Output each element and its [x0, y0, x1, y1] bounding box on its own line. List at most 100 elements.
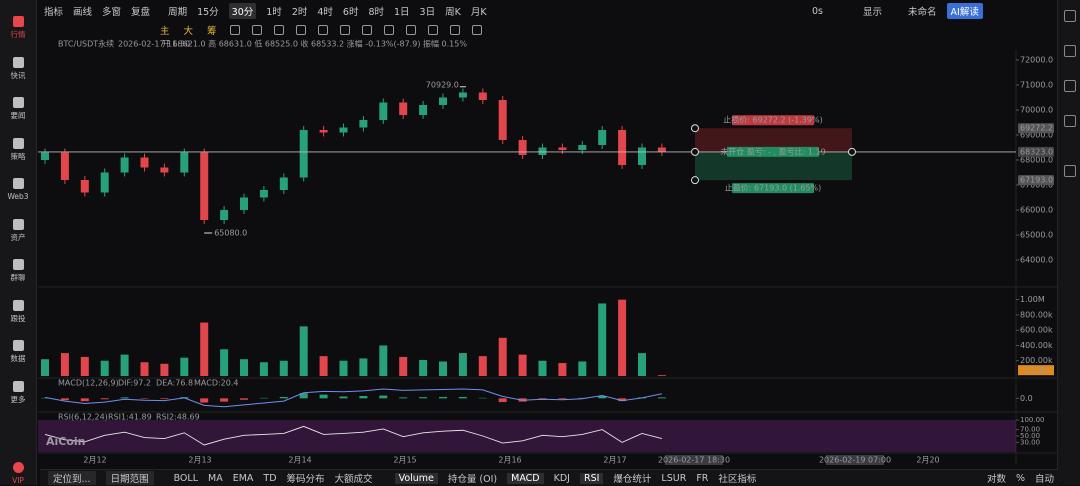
tool-icon[interactable] — [252, 25, 262, 35]
toolbar-button[interactable]: 周期 — [168, 4, 187, 18]
tool-icon[interactable] — [296, 25, 306, 35]
interval-button[interactable]: 6时 — [343, 4, 359, 18]
sidebar-item[interactable]: Web3 — [0, 178, 36, 202]
interval-button[interactable]: 8时 — [368, 4, 384, 18]
macd-hist — [658, 397, 666, 398]
tool-icon[interactable] — [230, 25, 240, 35]
indicator-button[interactable]: 大额成交 — [335, 471, 373, 485]
position-handle — [692, 177, 699, 184]
bottom-option[interactable]: % — [1016, 473, 1025, 484]
volume-bar — [220, 349, 228, 376]
sub-indicator-button[interactable]: 爆仓统计 — [613, 471, 651, 485]
candle — [61, 153, 69, 181]
sidebar-item[interactable]: 群聊 — [0, 259, 36, 283]
bottom-option[interactable]: 对数 — [987, 471, 1006, 485]
position-handle — [692, 148, 699, 155]
sidebar-label: 群聊 — [11, 273, 26, 282]
sub-indicator-button[interactable]: RSI — [580, 473, 603, 484]
tool-icon[interactable] — [340, 25, 350, 35]
sub-indicator-button[interactable]: Volume — [395, 473, 438, 484]
icon[interactable] — [1064, 165, 1076, 177]
volume-bar — [519, 355, 527, 376]
sidebar-label: 资产 — [11, 233, 26, 242]
tool-icon[interactable] — [318, 25, 328, 35]
tool-button[interactable]: 筹 — [207, 23, 217, 37]
tool-icon[interactable] — [362, 25, 372, 35]
tool-button[interactable]: 大 — [184, 23, 194, 37]
tool-icon[interactable] — [472, 25, 482, 35]
sidebar-label: Web3 — [7, 192, 28, 201]
interval-button[interactable]: 1日 — [394, 4, 410, 18]
candle — [180, 153, 188, 173]
volume-bar — [320, 356, 328, 376]
sub-indicator-button[interactable]: 社区指标 — [718, 471, 756, 485]
indicator-button[interactable]: MA — [208, 473, 223, 484]
bottom-toolbar: 定位到... 日期范围 BOLL MA EMA TD 筹码分布大额成交 Volume 持仓量 (… — [40, 469, 1058, 486]
volume-bar — [658, 375, 666, 376]
sub-indicator-button[interactable]: 持仓量 (OI) — [448, 471, 497, 485]
interval-button[interactable]: 月K — [471, 4, 487, 18]
sidebar-icon — [13, 259, 24, 270]
bottom-button[interactable]: 日期范围 — [106, 471, 154, 485]
candle — [439, 98, 447, 106]
indicator-button[interactable]: TD — [263, 473, 276, 484]
candle — [558, 148, 566, 151]
sidebar-item[interactable]: 数据 — [0, 340, 36, 364]
sidebar-item[interactable]: 跟投 — [0, 300, 36, 324]
sidebar-item[interactable]: 快讯 — [0, 57, 36, 81]
icon[interactable] — [1064, 115, 1076, 127]
candle — [200, 153, 208, 221]
sub-indicator-button[interactable]: FR — [696, 473, 708, 484]
tool-icon[interactable] — [428, 25, 438, 35]
macd-legend: DEA:76.8 — [156, 379, 193, 388]
interval-button[interactable]: 30分 — [229, 3, 257, 19]
candle — [638, 148, 646, 166]
tool-icon[interactable] — [274, 25, 284, 35]
macd-hist — [121, 397, 129, 398]
sub-indicator-button[interactable]: MACD — [507, 473, 543, 484]
tool-icon[interactable] — [384, 25, 394, 35]
sidebar-label: 策略 — [11, 152, 26, 161]
indicator-button[interactable]: BOLL — [174, 473, 198, 484]
tool-icon[interactable] — [406, 25, 416, 35]
volume-last-label: 11.1k — [1025, 366, 1048, 375]
interval-button[interactable]: 2时 — [292, 4, 308, 18]
interval-button[interactable]: 4时 — [317, 4, 333, 18]
icon[interactable] — [1064, 80, 1076, 92]
interval-button[interactable]: 1时 — [266, 4, 282, 18]
y-tick-label: 200.00k — [1020, 356, 1053, 365]
sidebar-icon — [13, 57, 24, 68]
toolbar-button[interactable]: 显示 — [863, 4, 882, 18]
interval-button[interactable]: 周K — [445, 4, 461, 18]
sidebar-item[interactable]: 更多 — [0, 381, 36, 405]
macd-hist — [160, 398, 168, 399]
candle — [499, 100, 507, 140]
sub-indicator-button[interactable]: LSUR — [661, 473, 686, 484]
interval-button[interactable]: 15分 — [197, 4, 219, 18]
sidebar-item[interactable]: 策略 — [0, 138, 36, 162]
indicator-button[interactable]: 筹码分布 — [287, 471, 325, 485]
icon[interactable] — [1064, 45, 1076, 57]
sidebar-item[interactable]: 行情 — [0, 16, 36, 40]
x-tick-label: 2月20 — [916, 456, 939, 465]
interval-button[interactable]: 3日 — [420, 4, 436, 18]
tool-icon[interactable] — [450, 25, 460, 35]
bottom-button[interactable]: 定位到... — [48, 471, 96, 485]
sub-indicator-button[interactable]: KDJ — [554, 473, 570, 484]
toolbar-button[interactable]: 0s — [812, 6, 823, 17]
tool-button[interactable]: 主 — [160, 23, 170, 37]
sidebar-item[interactable]: 资产 — [0, 219, 36, 243]
icon[interactable] — [1064, 10, 1076, 22]
ai-button[interactable]: AI解读 — [947, 3, 983, 19]
toolbar-button[interactable]: 指标 — [44, 4, 63, 18]
toolbar-button[interactable]: 多窗 — [102, 4, 121, 18]
toolbar-button[interactable]: 未命名 — [908, 4, 937, 18]
toolbar-button[interactable]: 复盘 — [131, 4, 150, 18]
toolbar-button[interactable]: 画线 — [73, 4, 92, 18]
candle — [160, 168, 168, 173]
bottom-option[interactable]: 自动 — [1035, 471, 1054, 485]
indicator-button[interactable]: EMA — [233, 473, 254, 484]
volume-bar — [340, 361, 348, 376]
sidebar-item[interactable]: 要闻 — [0, 97, 36, 121]
sidebar-item[interactable]: VIP — [0, 462, 36, 486]
